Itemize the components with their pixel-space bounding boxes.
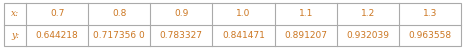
Text: y:: y: (11, 31, 19, 40)
FancyBboxPatch shape (4, 3, 461, 46)
Text: 1.1: 1.1 (299, 9, 313, 18)
Text: 0.7: 0.7 (50, 9, 64, 18)
Text: 0.841471: 0.841471 (222, 31, 265, 40)
Text: 0.644218: 0.644218 (36, 31, 79, 40)
Text: 0.8: 0.8 (112, 9, 126, 18)
Text: 0.783327: 0.783327 (160, 31, 203, 40)
Text: 1.0: 1.0 (236, 9, 251, 18)
Text: 0.891207: 0.891207 (284, 31, 327, 40)
Text: 0.963558: 0.963558 (408, 31, 452, 40)
Text: 1.2: 1.2 (361, 9, 375, 18)
Text: 1.3: 1.3 (423, 9, 437, 18)
Text: 0.932039: 0.932039 (346, 31, 389, 40)
Text: 0.717356 0: 0.717356 0 (93, 31, 145, 40)
Text: 0.9: 0.9 (174, 9, 188, 18)
Text: x:: x: (11, 9, 19, 18)
